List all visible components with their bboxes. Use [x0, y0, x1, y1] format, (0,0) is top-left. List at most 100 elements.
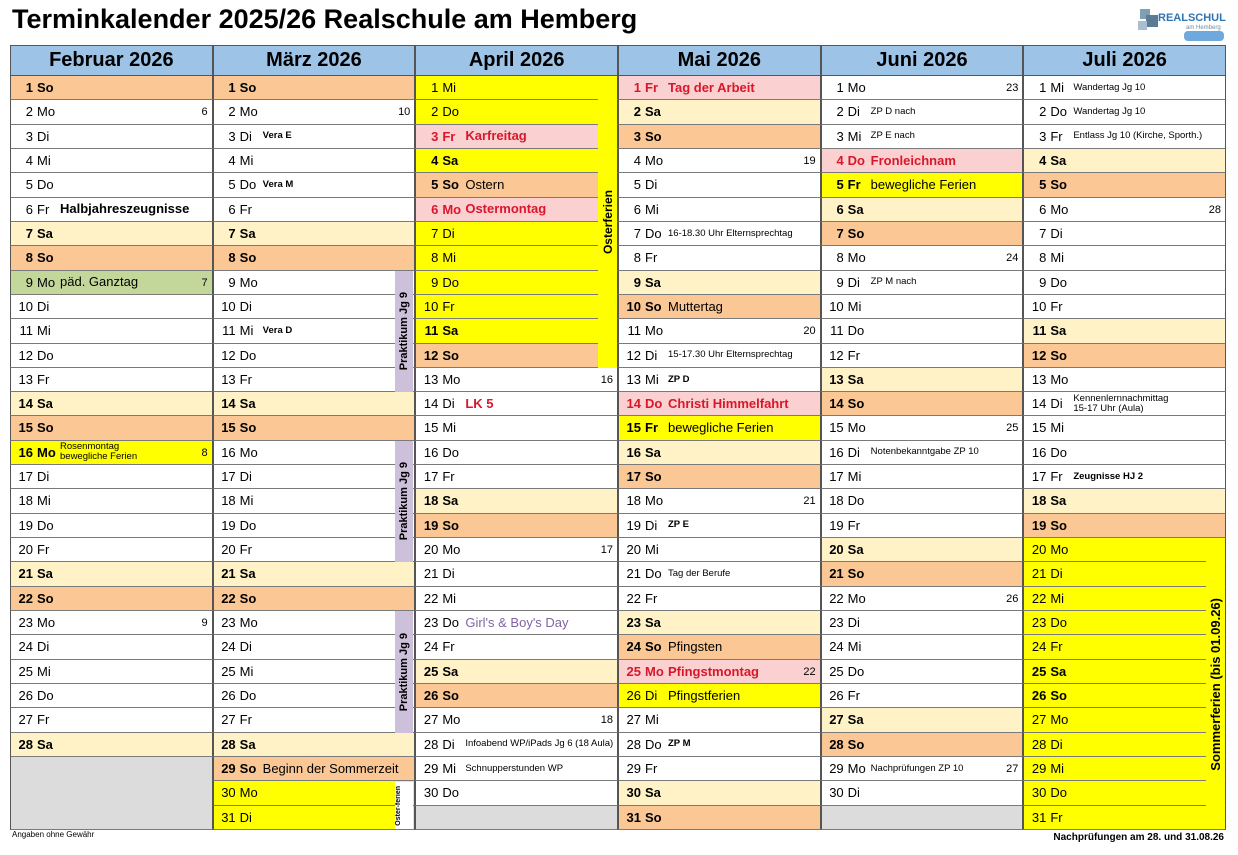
day-cell: 18 Mo 21 [618, 489, 821, 514]
day-cell: 7 Sa [212, 221, 416, 247]
weekday: Mo [1050, 201, 1069, 217]
day-cell: 10 Mi [820, 294, 1024, 320]
weekday: Fr [1050, 639, 1063, 655]
day-number: 24 [221, 639, 236, 655]
week-number: 26 [1006, 592, 1019, 605]
day-cell: 12 Do [10, 343, 213, 368]
day-note: Wandertag Jg 10 [1073, 76, 1145, 99]
note-line: 16-18.30 Uhr Elternsprechtag [668, 227, 793, 239]
month-header: Februar 2026 [10, 45, 213, 76]
band: Sommerferien (bis 01.09.26) [1206, 539, 1225, 829]
day-number: 3 [228, 128, 236, 144]
day-number: 31 [1031, 809, 1047, 825]
day-cell: 26 So [415, 684, 618, 709]
day-number: 8 [633, 250, 641, 266]
note-line: Nachprüfungen ZP 10 [870, 762, 964, 774]
weekday: So [645, 469, 662, 485]
day-number: 6 [25, 201, 33, 217]
day-number: 21 [1031, 566, 1047, 582]
weekday: Fr [1050, 128, 1063, 144]
day-cell: 22 Mi [1023, 586, 1226, 612]
day-cell: 7 Do 16-18.30 Uhr Elternsprechtag [618, 221, 821, 247]
day-number: 15 [626, 420, 641, 436]
band-label: Praktikum Jg 9 [398, 292, 410, 371]
day-number: 5 [25, 177, 33, 193]
weekday: Do [847, 323, 865, 339]
day-number: 2 [633, 104, 641, 120]
weekday: So [442, 688, 459, 703]
day-cell: 31 So [618, 805, 821, 830]
weekday: Di [239, 639, 252, 655]
day-number: 4 [25, 152, 33, 168]
day-cell: 23 Do [1023, 611, 1226, 636]
day-number: 30 [829, 785, 844, 801]
day-number: 17 [1031, 469, 1047, 485]
day-number: 8 [228, 250, 236, 266]
day-number: 3 [431, 128, 439, 144]
weekday: Di [37, 469, 50, 485]
day-cell: 4 Mo 19 [618, 148, 821, 174]
day-number: 12 [1031, 347, 1047, 363]
day-number: 7 [25, 225, 33, 241]
day-cell: 6 Mo 28 [1023, 197, 1226, 222]
day-cell: 15 Mo 25 [820, 416, 1024, 441]
weekday: Mo [847, 760, 866, 776]
weekday: Fr [645, 80, 658, 95]
day-cell: 21 Sa [212, 562, 416, 587]
weekday: So [847, 396, 865, 412]
weekday: Mo [847, 80, 866, 95]
note-line: bewegliche Ferien [60, 451, 138, 463]
day-number: 25 [626, 663, 641, 679]
week-number: 28 [1208, 203, 1221, 216]
day-cell: 1 So [212, 76, 416, 101]
day-cell: 19 So [415, 513, 618, 539]
weekday: Fr [1050, 298, 1063, 314]
day-cell: 20 Mo 17 [415, 538, 618, 563]
note-line: Muttertag [668, 298, 723, 314]
weekday: Mi [37, 152, 51, 168]
day-number: 7 [228, 225, 236, 241]
weekday: Fr [645, 250, 658, 266]
day-number: 21 [18, 566, 33, 582]
day-number: 18 [423, 493, 439, 509]
day-cell: 14 Sa [10, 392, 213, 417]
note-line: Tag der Arbeit [668, 79, 755, 95]
day-cell: 13 Mo 16 [415, 367, 618, 393]
day-cell: 10 Di [10, 294, 213, 320]
day-note: Tag der Arbeit [668, 76, 755, 99]
day-cell: 30 Sa [618, 781, 821, 806]
weekday: Do [847, 493, 865, 509]
note-line: Vera E [262, 130, 292, 142]
weekday: Fr [37, 712, 50, 728]
day-cell: 26 Do [212, 684, 416, 709]
weekday: So [239, 590, 257, 606]
weekday: Mo [37, 615, 56, 631]
note-line: Ostern [465, 177, 505, 193]
weekday: Mi [645, 542, 659, 558]
day-cell: 10 Fr [415, 294, 618, 320]
day-cell: 1 So [10, 76, 213, 101]
weekday: Di [37, 298, 50, 314]
weekday: Sa [239, 566, 256, 582]
weekday: Do [37, 517, 54, 533]
day-cell: 30 Do [1023, 781, 1226, 806]
weekday: Do [1050, 444, 1067, 460]
weekday: Fr [847, 688, 860, 703]
weekday: Sa [847, 542, 864, 558]
week-number: 7 [201, 276, 208, 289]
weekday: Sa [37, 566, 53, 582]
day-cell: 9 Mo päd. Ganztag 7 [10, 270, 213, 295]
day-cell: 13 Sa [820, 367, 1024, 393]
week-number: 24 [1006, 252, 1019, 265]
weekday: Mi [37, 323, 51, 339]
weekday: Fr [442, 469, 455, 485]
empty-cell [10, 756, 213, 830]
note-line: ZP D nach [870, 105, 916, 117]
day-cell: 26 Fr [820, 684, 1024, 709]
weekday: Mi [1050, 590, 1065, 606]
day-note: Vera M [263, 173, 294, 196]
day-number: 16 [626, 444, 641, 460]
day-number: 1 [633, 80, 641, 95]
weekday: Di [645, 177, 658, 193]
weekday: So [645, 298, 662, 314]
